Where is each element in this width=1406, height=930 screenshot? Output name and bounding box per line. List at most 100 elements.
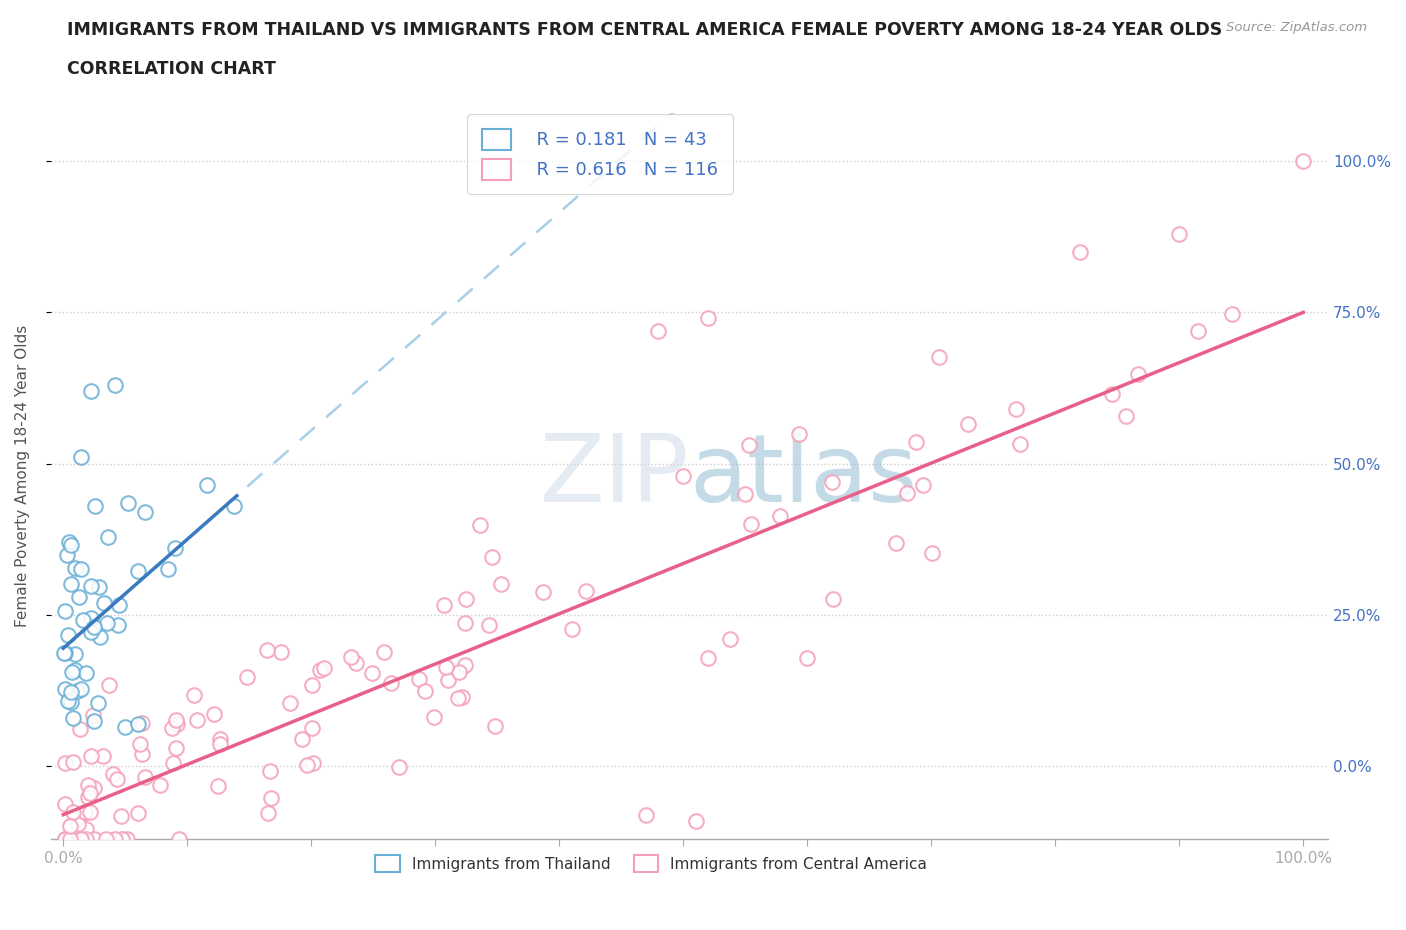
Point: [1010, 436, 1032, 451]
Point: [202, 707, 225, 722]
Point: [108, 597, 131, 612]
Point: [1220, 307, 1243, 322]
Point: [56, 831, 79, 846]
Point: [115, 831, 138, 846]
Point: [478, 618, 501, 633]
Point: [1292, 153, 1315, 168]
Point: [295, 758, 318, 773]
Point: [59, 684, 82, 699]
Point: [56, 694, 79, 709]
Point: [127, 805, 149, 820]
Y-axis label: Female Poverty Among 18-24 Year Olds: Female Poverty Among 18-24 Year Olds: [15, 325, 30, 627]
Point: [209, 737, 232, 751]
Point: [278, 696, 301, 711]
Point: [696, 651, 718, 666]
Point: [98, 677, 121, 692]
Point: [58, 535, 80, 550]
Point: [738, 437, 761, 452]
Point: [79, 383, 101, 398]
Point: [301, 721, 323, 736]
Point: [55, 548, 77, 563]
Point: [672, 469, 695, 484]
Point: [70, 831, 93, 846]
Point: [1101, 387, 1123, 402]
Point: [1187, 324, 1209, 339]
Point: [62, 711, 84, 725]
Point: [1168, 226, 1191, 241]
Point: [167, 831, 190, 846]
Point: [561, 622, 583, 637]
Point: [575, 583, 598, 598]
Point: [413, 684, 436, 698]
Point: [87, 696, 110, 711]
Point: [236, 670, 259, 684]
Point: [380, 676, 402, 691]
Point: [70, 682, 93, 697]
Point: [821, 474, 844, 489]
Point: [447, 690, 470, 705]
Point: [531, 584, 554, 599]
Point: [489, 577, 512, 591]
Point: [93, 595, 115, 610]
Point: [911, 477, 934, 492]
Point: [80, 625, 103, 640]
Point: [75, 665, 97, 680]
Point: [60, 538, 83, 552]
Point: [904, 434, 927, 449]
Point: [59, 694, 82, 709]
Point: [62, 754, 84, 769]
Point: [56, 628, 79, 643]
Point: [101, 767, 124, 782]
Point: [76, 831, 98, 846]
Point: [301, 678, 323, 693]
Point: [59, 831, 82, 846]
Point: [259, 764, 281, 778]
Point: [131, 747, 153, 762]
Point: [128, 737, 150, 751]
Point: [53, 797, 76, 812]
Point: [91, 749, 114, 764]
Point: [83, 780, 105, 795]
Point: [718, 631, 741, 646]
Point: [454, 616, 477, 631]
Point: [207, 778, 229, 793]
Point: [1069, 245, 1091, 259]
Point: [340, 649, 363, 664]
Point: [83, 619, 105, 634]
Point: [481, 550, 503, 565]
Point: [62, 804, 84, 819]
Point: [75, 822, 97, 837]
Point: [437, 673, 460, 688]
Point: [69, 562, 91, 577]
Point: [896, 485, 918, 500]
Point: [134, 770, 156, 785]
Point: [111, 831, 134, 846]
Point: [105, 772, 128, 787]
Point: [110, 809, 132, 824]
Point: [87, 579, 110, 594]
Point: [67, 590, 90, 604]
Point: [456, 591, 478, 606]
Text: atlas: atlas: [689, 430, 918, 522]
Point: [66, 684, 89, 698]
Point: [1126, 366, 1149, 381]
Point: [1115, 409, 1137, 424]
Point: [408, 671, 430, 686]
Point: [59, 577, 82, 591]
Text: CORRELATION CHART: CORRELATION CHART: [67, 60, 277, 77]
Point: [53, 682, 76, 697]
Point: [740, 517, 762, 532]
Point: [114, 720, 136, 735]
Point: [66, 817, 89, 831]
Point: [76, 790, 98, 804]
Point: [79, 786, 101, 801]
Point: [89, 630, 111, 644]
Point: [183, 688, 205, 703]
Point: [160, 721, 183, 736]
Point: [82, 708, 104, 723]
Point: [73, 805, 96, 820]
Point: [270, 644, 292, 659]
Point: [734, 486, 756, 501]
Point: [484, 719, 506, 734]
Point: [80, 749, 103, 764]
